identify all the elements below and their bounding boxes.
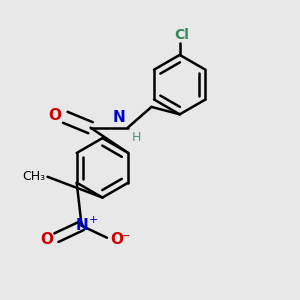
Text: Cl: Cl: [174, 28, 189, 41]
Text: N: N: [112, 110, 125, 125]
Text: O: O: [40, 232, 53, 247]
Text: O: O: [110, 232, 123, 247]
Text: H: H: [131, 131, 141, 144]
Text: N: N: [75, 218, 88, 233]
Text: −: −: [119, 229, 130, 243]
Text: O: O: [49, 108, 62, 123]
Text: +: +: [89, 215, 98, 225]
Text: CH₃: CH₃: [22, 170, 45, 183]
